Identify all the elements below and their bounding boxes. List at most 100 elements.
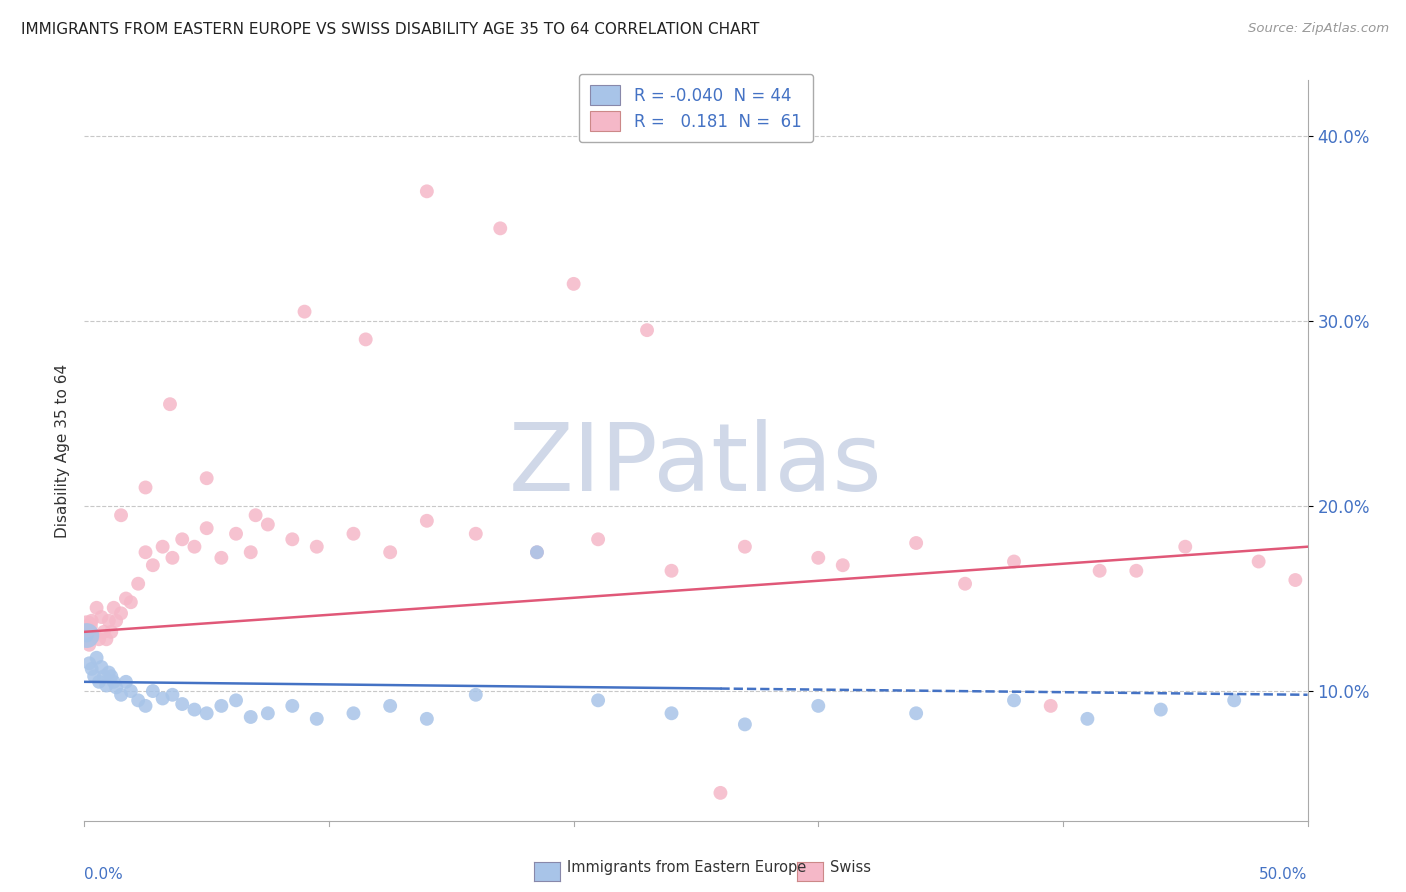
Point (225, 526, 247, 541)
Point (96, 679, 118, 693)
Point (76, 628, 98, 642)
Point (183, 703, 205, 717)
Point (93, 669, 115, 683)
Point (416, 185, 439, 199)
Point (281, 698, 304, 713)
Point (734, 717, 756, 731)
Point (342, 706, 364, 721)
Point (96, 632, 118, 647)
Point (135, 698, 157, 713)
Point (661, 706, 683, 721)
Point (93, 624, 115, 639)
Point (807, 550, 830, 565)
Point (195, 706, 218, 721)
Point (127, 576, 149, 591)
Point (294, 304, 316, 318)
Point (489, 221, 512, 235)
Text: IMMIGRANTS FROM EASTERN EUROPE VS SWISS DISABILITY AGE 35 TO 64 CORRELATION CHAR: IMMIGRANTS FROM EASTERN EUROPE VS SWISS … (21, 22, 759, 37)
Point (342, 526, 364, 541)
Point (257, 517, 280, 532)
Point (103, 600, 125, 615)
Point (1002, 693, 1025, 707)
Point (953, 576, 976, 591)
Point (225, 693, 247, 707)
Point (152, 540, 174, 554)
Point (209, 550, 232, 565)
Point (526, 545, 548, 559)
Point (1088, 564, 1111, 578)
Point (195, 521, 218, 535)
Point (1002, 554, 1025, 569)
Point (142, 684, 165, 698)
Point (1223, 693, 1246, 707)
Point (120, 684, 142, 698)
Point (87, 632, 110, 647)
Point (152, 691, 174, 706)
Point (526, 545, 548, 559)
Point (83, 669, 105, 683)
Point (90, 610, 112, 624)
Point (195, 471, 218, 485)
Point (76, 628, 98, 642)
Point (416, 514, 439, 528)
Point (239, 710, 262, 724)
Point (183, 540, 205, 554)
Point (245, 508, 267, 523)
Point (110, 688, 132, 702)
Point (416, 712, 439, 726)
Point (354, 333, 377, 347)
Point (86, 650, 108, 665)
Point (239, 545, 262, 559)
Point (115, 674, 138, 689)
Point (135, 545, 157, 559)
Point (110, 607, 132, 621)
Point (76, 619, 98, 633)
Text: Swiss: Swiss (830, 860, 870, 874)
Point (87, 674, 110, 689)
Text: 0.0%: 0.0% (84, 867, 124, 882)
Point (661, 564, 683, 578)
Point (380, 698, 402, 713)
Point (305, 540, 328, 554)
Point (1150, 703, 1173, 717)
Point (636, 323, 658, 337)
Point (120, 595, 142, 609)
Point (831, 558, 853, 573)
Point (115, 591, 138, 606)
Legend: R = -0.040  N = 44, R =   0.181  N =  61: R = -0.040 N = 44, R = 0.181 N = 61 (579, 74, 813, 143)
Point (142, 558, 165, 573)
Text: ZIPatlas: ZIPatlas (509, 419, 883, 511)
Point (105, 681, 128, 695)
Point (209, 698, 232, 713)
Point (77, 657, 100, 671)
Point (103, 674, 125, 689)
Point (281, 533, 304, 547)
Point (172, 697, 194, 711)
Point (1125, 564, 1147, 578)
Text: Immigrants from Eastern Europe: Immigrants from Eastern Europe (567, 860, 806, 874)
Point (905, 536, 928, 550)
Point (257, 706, 280, 721)
Text: 50.0%: 50.0% (1260, 867, 1308, 882)
Point (90, 660, 112, 674)
Point (586, 693, 609, 707)
Point (305, 712, 328, 726)
Point (905, 706, 928, 721)
Point (562, 277, 585, 291)
Point (100, 669, 122, 683)
Point (97, 665, 120, 680)
Point (586, 533, 609, 547)
Point (83, 628, 105, 642)
Point (77, 638, 100, 652)
Point (86, 600, 108, 615)
Point (127, 693, 149, 707)
Y-axis label: Disability Age 35 to 64: Disability Age 35 to 64 (55, 363, 70, 538)
Point (105, 614, 128, 628)
Point (464, 688, 486, 702)
Point (159, 397, 181, 411)
Point (162, 550, 184, 565)
Point (1247, 554, 1270, 569)
Point (100, 624, 122, 639)
Point (1039, 698, 1062, 713)
Text: Source: ZipAtlas.com: Source: ZipAtlas.com (1249, 22, 1389, 36)
